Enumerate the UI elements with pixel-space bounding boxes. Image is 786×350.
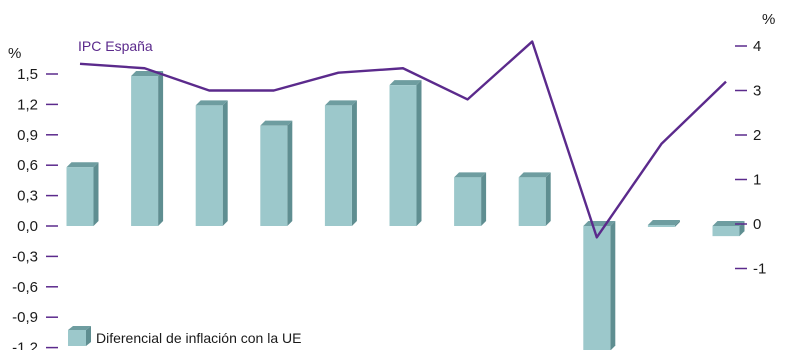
left-tick-label: 0,3 [17,188,38,205]
right-tick-label: 3 [753,83,761,100]
bar [647,220,680,227]
bar-top [324,100,357,106]
legend-swatch-top [68,326,91,330]
bar-top [583,221,616,226]
bar [389,80,422,226]
bar-side [158,71,164,226]
bar [454,172,487,226]
bar-top [389,80,422,86]
right-axis-unit: % [762,11,775,28]
left-tick-label: 1,2 [17,96,38,113]
bar [583,221,616,350]
legend-swatch [68,330,86,346]
bar-front [324,105,352,226]
bar-side [610,221,616,350]
left-tick-label: 0,0 [17,218,38,235]
bar-front [260,125,288,226]
bar-top [647,220,680,225]
bar-front [389,85,417,226]
bar-side [739,221,745,237]
right-tick-label: 1 [753,172,761,189]
bar-top [454,172,487,178]
bar [260,120,293,226]
bar [66,162,99,226]
bar-front [66,167,94,226]
bars-layer [66,71,745,350]
legend-label: Diferencial de inflación con la UE [96,330,301,346]
bar-top [518,172,551,178]
ipc-line [79,40,727,239]
right-tick-label: -1 [753,261,766,278]
bar-front [712,226,740,237]
bar-top [260,120,293,126]
left-axis: 1,5 1,2 0,9 0,6 0,3 0,0 -0,3 -0,6 -0,9 -1,2 [12,66,58,350]
line-layer [79,40,727,239]
bar [518,172,551,226]
left-tick-label: -0,9 [12,309,38,326]
bar-side [287,120,293,226]
legend: Diferencial de inflación con la UE [68,326,301,346]
bar-front [518,177,546,226]
bar [131,71,164,226]
legend-swatch-side [86,326,91,346]
left-tick-label: 0,9 [17,127,38,144]
bar-side [545,172,551,226]
bar-side [93,162,99,226]
bar-side [416,80,422,226]
bar-top [66,162,99,168]
left-tick-label: 1,5 [17,66,38,83]
left-tick-label: -1,2 [12,340,38,350]
bar [195,100,228,226]
bar-front [647,225,675,227]
bar-front [583,226,611,350]
right-tick-label: 0 [753,216,761,233]
bar-front [454,177,482,226]
bar-front [131,76,159,226]
right-tick-label: 2 [753,127,761,144]
bar-front [195,105,223,226]
right-tick-label: 4 [753,38,761,55]
right-axis: 4 3 2 1 0 -1 [735,38,766,278]
left-tick-label: -0,6 [12,279,38,296]
line-series-label: IPC España [78,38,153,54]
left-tick-label: 0,6 [17,157,38,174]
bar-top [195,100,228,106]
left-axis-unit: % [8,45,21,62]
bar-side [674,220,680,227]
left-tick-label: -0,3 [12,248,38,265]
bar [324,100,357,226]
bar-side [222,100,228,226]
bar-side [351,100,357,226]
bar-side [481,172,487,226]
